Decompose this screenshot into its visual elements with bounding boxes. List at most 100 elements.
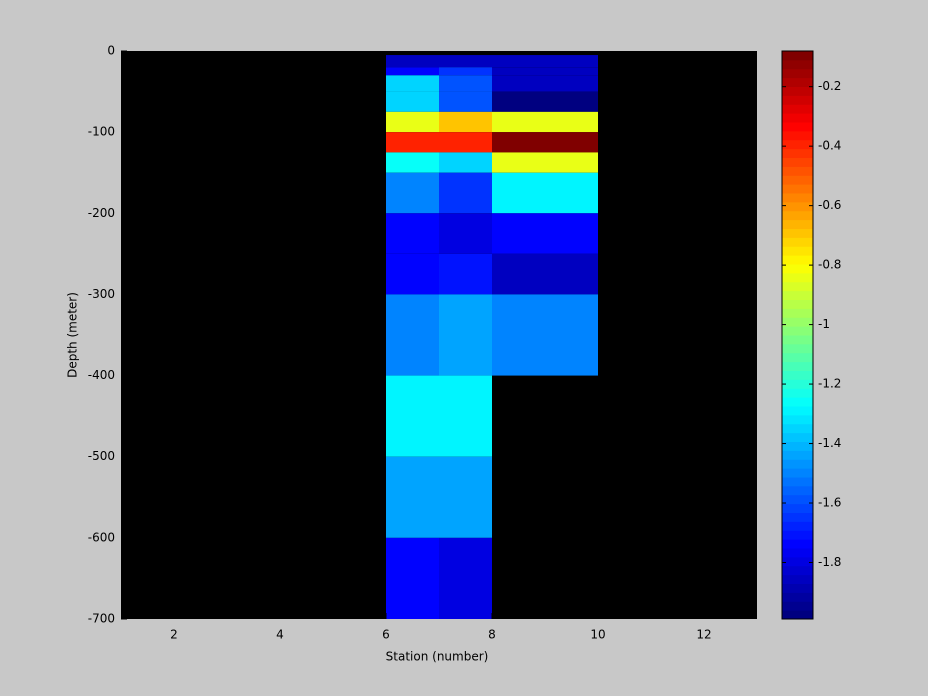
cell [386, 75, 439, 92]
cell [439, 111, 492, 133]
cell [439, 537, 492, 619]
colorbar-swatch [782, 414, 813, 425]
cell [386, 294, 439, 376]
colorbar-swatch [782, 139, 813, 150]
colorbar-swatch [782, 326, 813, 336]
colorbar-swatch [782, 423, 813, 434]
colorbar-swatch [782, 548, 813, 558]
colorbar-swatch [782, 574, 813, 584]
cell [386, 132, 439, 153]
cell [386, 55, 439, 68]
cell [492, 152, 598, 173]
colorbar-tick-label: -1.4 [818, 436, 841, 450]
colorbar-swatch [782, 86, 813, 96]
cell [386, 375, 439, 457]
cell [439, 172, 492, 214]
colorbar-swatch [782, 237, 813, 247]
colorbar-tick-label: -0.6 [818, 198, 841, 212]
x-tick-label: 6 [382, 628, 390, 642]
y-tick-label: -500 [88, 449, 115, 463]
x-tick-label: 4 [276, 628, 284, 642]
cell [439, 294, 492, 376]
cell [386, 152, 439, 173]
colorbar-tick-label: -1.8 [818, 555, 841, 569]
colorbar-swatch [782, 308, 813, 318]
y-tick-label: -600 [88, 530, 115, 544]
colorbar-swatch [782, 184, 813, 194]
y-tick-label: -200 [88, 206, 115, 220]
colorbar-swatch [782, 59, 813, 70]
colorbar-swatch [782, 201, 813, 212]
cell [386, 91, 439, 112]
x-tick-label: 12 [696, 628, 711, 642]
cell [492, 253, 598, 295]
colorbar-swatch [782, 397, 813, 407]
cell [492, 67, 598, 76]
colorbar-swatch [782, 379, 813, 389]
colorbar-swatch [782, 193, 813, 203]
colorbar-swatch [782, 290, 813, 300]
colorbar-swatch [782, 477, 813, 487]
y-tick-label: 0 [107, 44, 115, 58]
colorbar-swatch [782, 610, 813, 620]
colorbar-swatch [782, 122, 813, 132]
y-tick-label: -700 [88, 612, 115, 626]
colorbar-frame [781, 50, 814, 620]
colorbar-swatch [782, 77, 813, 87]
colorbar-swatch [782, 148, 813, 158]
y-axis-label: Depth (meter) [66, 292, 80, 378]
cell [439, 253, 492, 295]
colorbar-swatch [782, 441, 813, 451]
colorbar-swatch [782, 317, 813, 327]
x-tick-label: 10 [590, 628, 605, 642]
colorbar-swatch [782, 113, 813, 123]
colorbar-swatch [782, 281, 813, 292]
colorbar-swatch [782, 539, 813, 549]
colorbar-swatch [782, 601, 813, 611]
colorbar-swatch [782, 246, 813, 256]
cell [439, 75, 492, 92]
cell [386, 456, 439, 538]
cell [386, 537, 439, 619]
colorbar-swatch [782, 583, 813, 593]
colorbar-swatch [782, 175, 813, 185]
cell [492, 172, 598, 214]
colorbar-swatch [782, 406, 813, 416]
colorbar-swatch [782, 264, 813, 274]
cell [492, 75, 598, 92]
cell [439, 375, 492, 457]
colorbar-swatch [782, 530, 813, 540]
colorbar-swatch [782, 388, 813, 398]
colorbar-swatch [782, 494, 813, 505]
colorbar-swatch [782, 130, 813, 141]
cell [386, 253, 439, 295]
cell [492, 294, 598, 376]
colorbar-swatch [782, 51, 813, 61]
colorbar-swatch [782, 565, 813, 576]
colorbar-tick-label: -0.8 [818, 258, 841, 272]
colorbar-swatch [782, 95, 813, 105]
colorbar-swatch [782, 219, 813, 229]
cell [439, 456, 492, 538]
colorbar-tick-label: -0.2 [818, 79, 841, 93]
cell [386, 213, 439, 254]
cell [439, 55, 492, 68]
y-tick-label: -300 [88, 287, 115, 301]
colorbar-swatch [782, 361, 813, 371]
colorbar-swatch [782, 343, 813, 354]
x-tick-label: 2 [170, 628, 178, 642]
colorbar-swatch [782, 450, 813, 460]
colorbar-swatch [782, 521, 813, 531]
colorbar-swatch [782, 503, 813, 513]
x-axis-label: Station (number) [386, 650, 489, 664]
colorbar-swatch [782, 68, 813, 79]
colorbar-swatch [782, 157, 813, 167]
colorbar-tick-label: -1 [818, 317, 830, 331]
colorbar-tick-label: -1.6 [818, 496, 841, 510]
cell [386, 67, 439, 76]
cell [492, 111, 598, 133]
colorbar-swatch [782, 335, 813, 345]
colorbar-swatch [782, 228, 813, 238]
y-tick-label: -100 [88, 125, 115, 139]
colorbar-swatch [782, 468, 813, 478]
